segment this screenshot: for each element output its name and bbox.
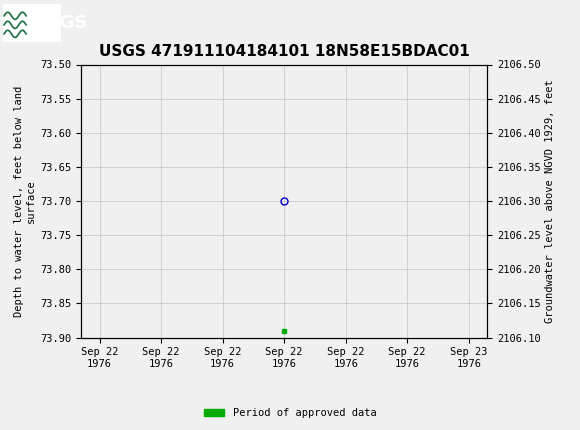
Title: USGS 471911104184101 18N58E15BDAC01: USGS 471911104184101 18N58E15BDAC01 <box>99 44 470 59</box>
Y-axis label: Groundwater level above NGVD 1929, feet: Groundwater level above NGVD 1929, feet <box>545 79 555 323</box>
Y-axis label: Depth to water level, feet below land
surface: Depth to water level, feet below land su… <box>14 86 36 316</box>
Text: USGS: USGS <box>32 14 87 31</box>
FancyBboxPatch shape <box>3 3 61 42</box>
Legend: Period of approved data: Period of approved data <box>200 404 380 423</box>
